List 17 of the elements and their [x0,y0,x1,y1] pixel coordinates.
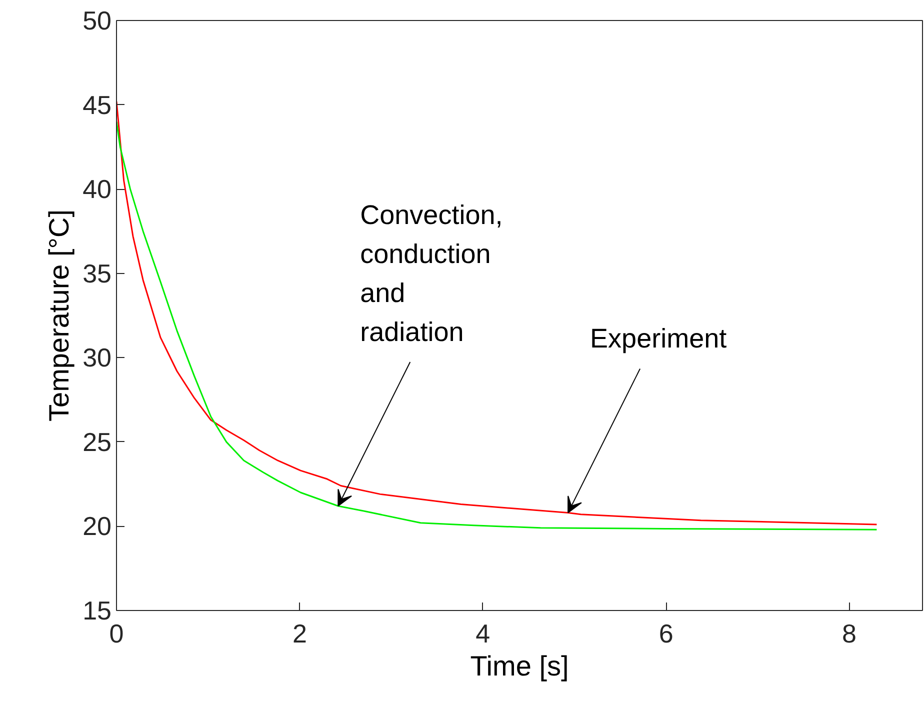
x-tick-label: 2 [292,618,307,648]
y-tick-label: 35 [82,258,112,288]
y-tick-label: 15 [82,596,112,626]
y-tick-label: 45 [82,90,112,120]
y-tick-label: 25 [82,426,112,457]
y-tick-label: 20 [82,511,112,542]
x-tick-label: 0 [109,618,124,648]
x-tick-label: 4 [476,618,490,648]
y-axis-title: Temperature [°C] [44,210,75,422]
y-tick-label: 50 [82,6,112,36]
x-axis-title: Time [s] [470,650,569,682]
x-tick-label: 6 [658,618,674,648]
x-tick-label: 8 [842,618,856,648]
y-tick-label: 30 [82,342,112,373]
y-tick-label: 40 [82,174,112,204]
annotation: Convection, conduction and radiation [360,200,503,347]
annotation: Experiment [590,324,728,354]
